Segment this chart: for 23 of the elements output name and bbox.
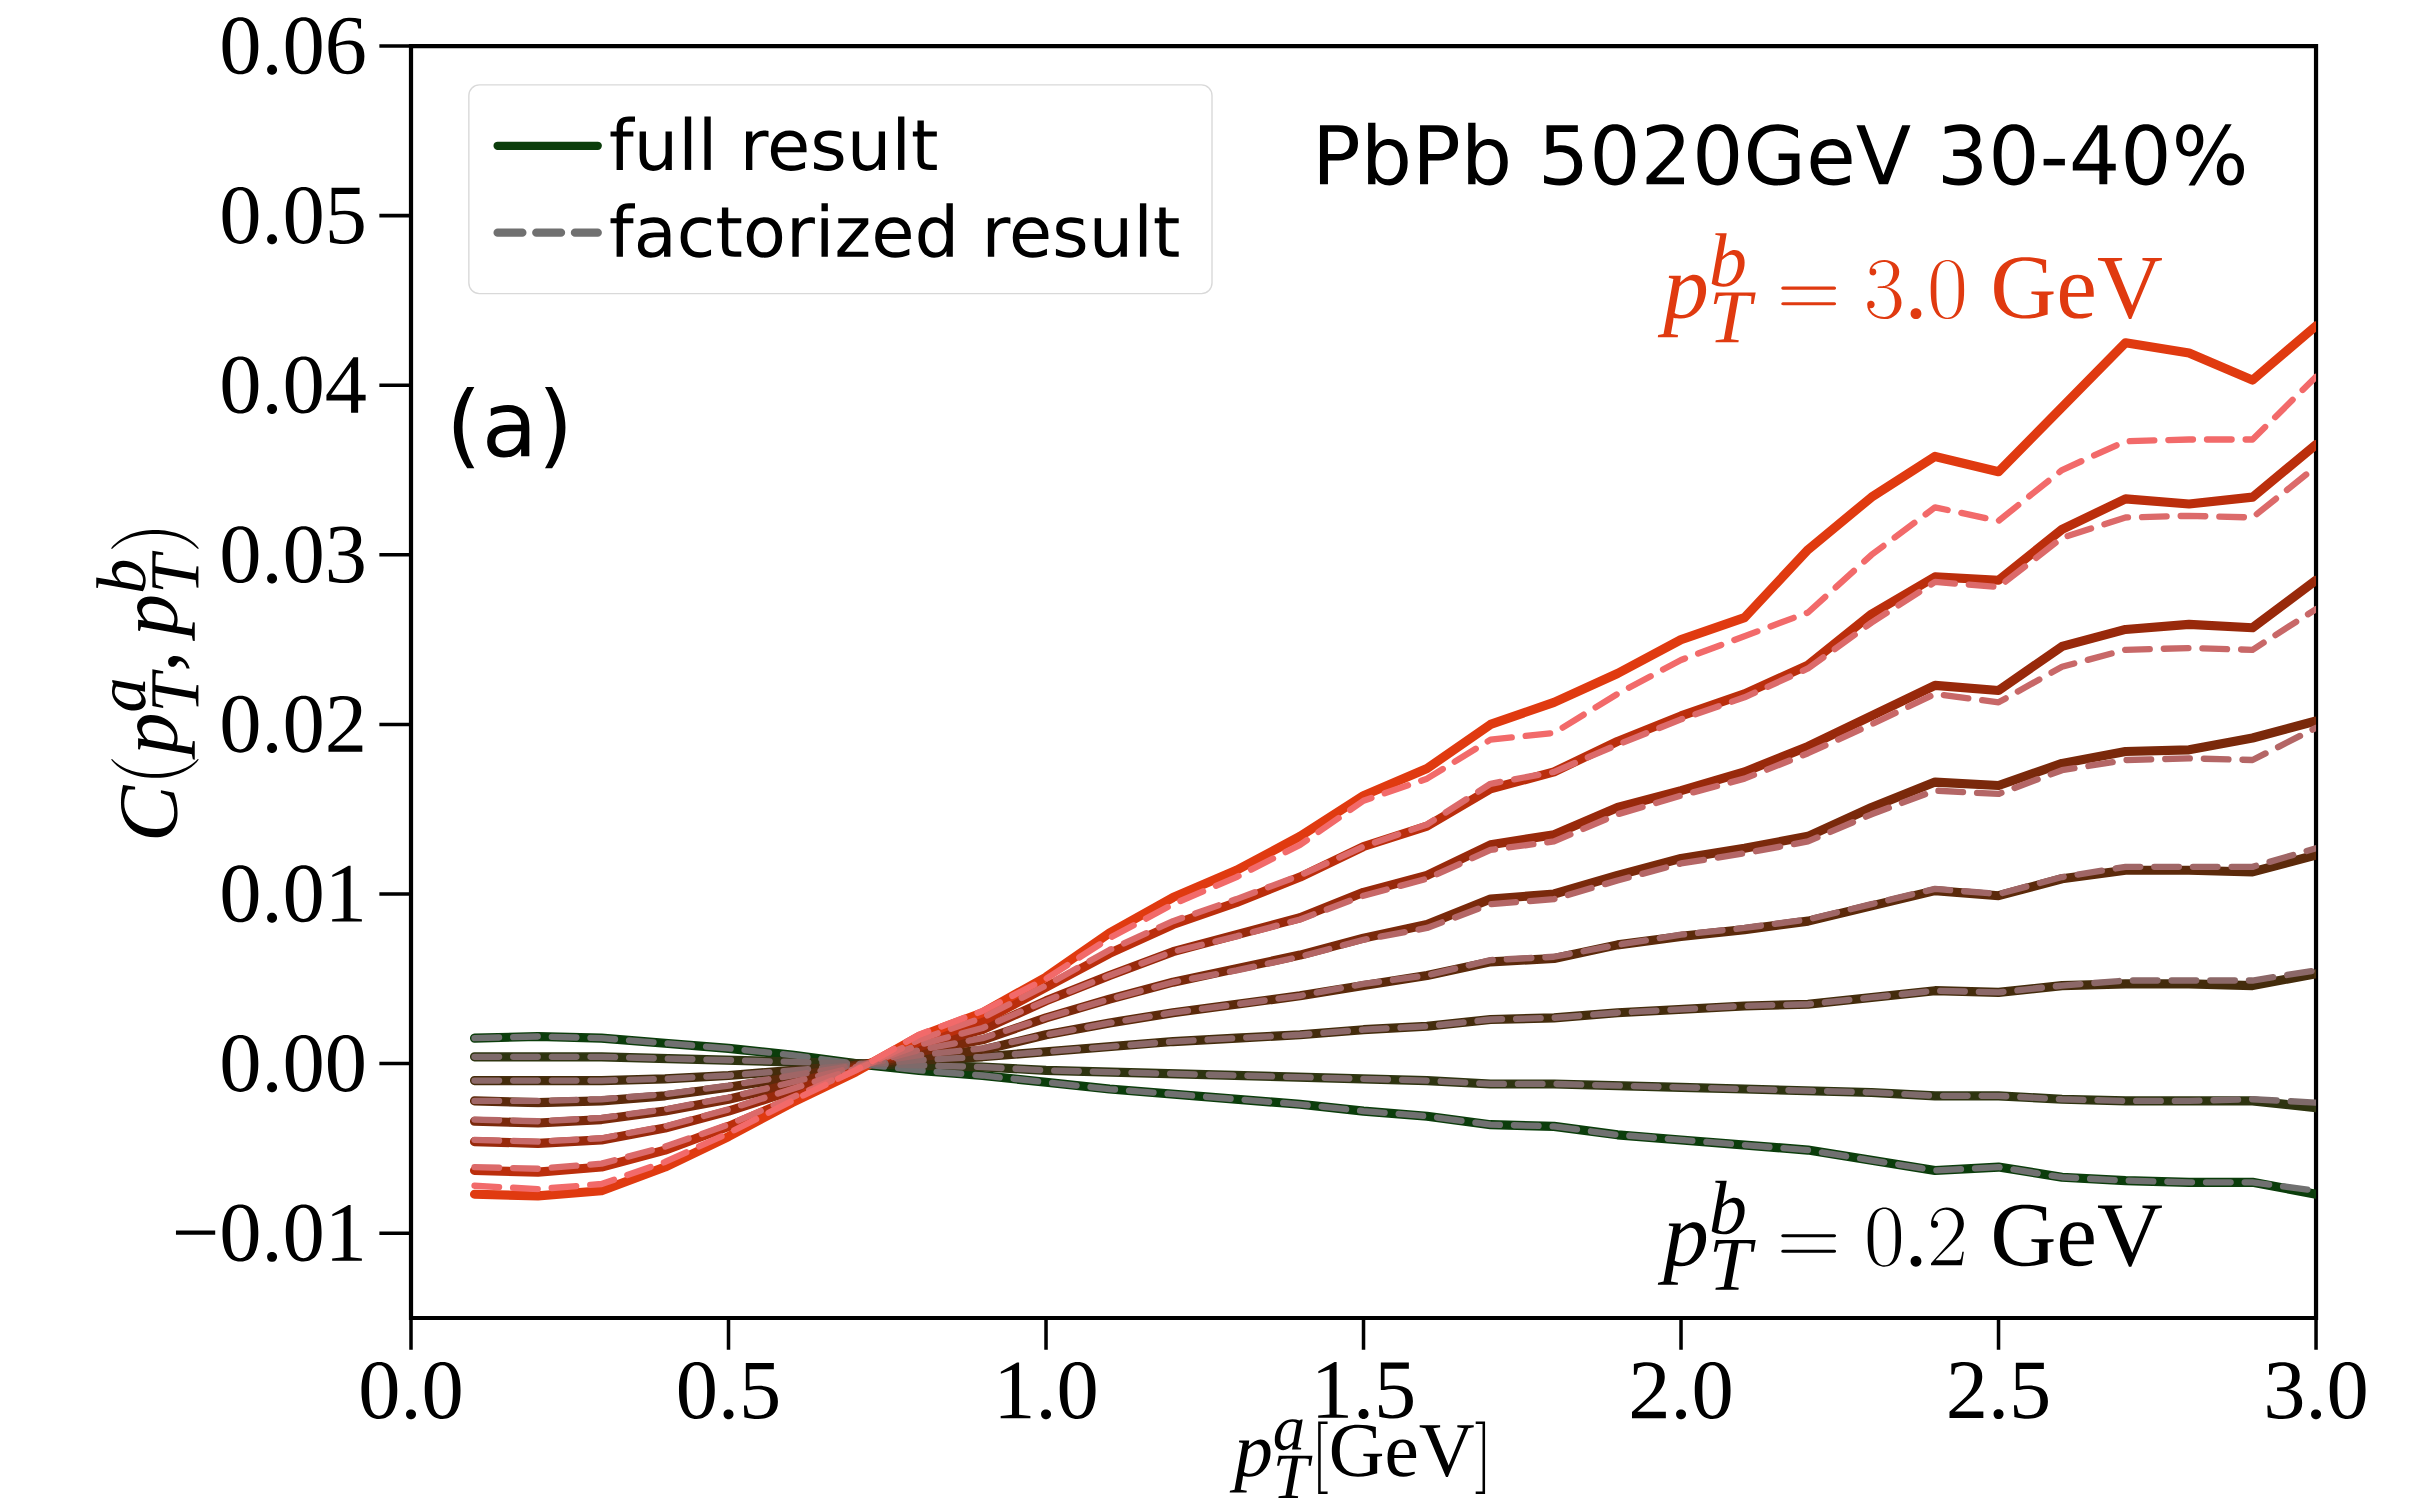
x-tick-label: 0.0 <box>361 1362 461 1420</box>
annotation: $p_T^b = 3.0\ \mathrm{GeV}$ <box>1657 233 2162 343</box>
x-tick-label: 1.5 <box>1318 1362 1413 1419</box>
x-tick-label: 1.0 <box>1000 1362 1096 1420</box>
x-tick-label: 0.5 <box>678 1362 778 1420</box>
y-tick-label: 0.06 <box>222 17 365 75</box>
annotation: $p_T^b = 0.2\ \mathrm{GeV}$ <box>1657 1180 2162 1290</box>
annotation: PbPb 5020GeV 30-40% <box>1319 122 2245 186</box>
x-axis-title: $p_T^a[\mathrm{GeV}]$ <box>1229 1419 1486 1498</box>
y-tick-label: 0.05 <box>222 186 364 245</box>
y-tick-label: 0.00 <box>222 1034 364 1093</box>
x-tick-label: 3.0 <box>2267 1362 2366 1420</box>
y-tick-label: 0.02 <box>222 695 363 754</box>
y-tick-label: 0.01 <box>222 865 362 923</box>
x-tick-label: 2.0 <box>1632 1362 1731 1420</box>
legend-label: factorized result <box>610 203 1179 258</box>
y-tick-label: 0.04 <box>222 356 366 414</box>
annotation: (a) <box>453 386 566 469</box>
y-tick-label: −0.01 <box>175 1204 362 1262</box>
y-tick-label: 0.03 <box>222 526 364 584</box>
legend-label: full result <box>610 116 937 171</box>
y-axis-title: $C(p_T^a, p_T^b)$ <box>96 530 199 838</box>
x-tick-label: 2.5 <box>1949 1362 2048 1420</box>
